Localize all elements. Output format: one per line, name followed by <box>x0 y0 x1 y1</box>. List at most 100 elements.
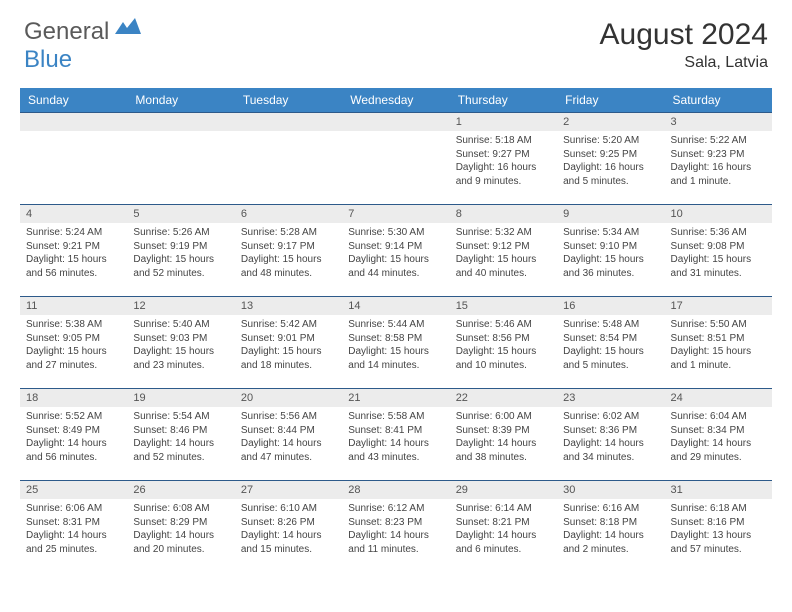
sunset-text: Sunset: 8:46 PM <box>133 424 228 438</box>
title-block: August 2024 Sala, Latvia <box>600 18 768 72</box>
sunrise-text: Sunrise: 6:14 AM <box>456 502 551 516</box>
sunrise-text: Sunrise: 6:00 AM <box>456 410 551 424</box>
day-number: 11 <box>20 297 127 315</box>
daylight-text: Daylight: 14 hours and 47 minutes. <box>241 437 336 464</box>
daylight-text: Daylight: 15 hours and 5 minutes. <box>563 345 658 372</box>
daylight-text: Daylight: 15 hours and 10 minutes. <box>456 345 551 372</box>
calendar-day-cell <box>127 113 234 205</box>
sunset-text: Sunset: 8:54 PM <box>563 332 658 346</box>
calendar-day-cell: 21Sunrise: 5:58 AMSunset: 8:41 PMDayligh… <box>342 389 449 481</box>
sunrise-text: Sunrise: 6:10 AM <box>241 502 336 516</box>
month-title: August 2024 <box>600 18 768 52</box>
calendar-day-cell: 20Sunrise: 5:56 AMSunset: 8:44 PMDayligh… <box>235 389 342 481</box>
sunset-text: Sunset: 8:58 PM <box>348 332 443 346</box>
sunrise-text: Sunrise: 5:18 AM <box>456 134 551 148</box>
day-number <box>127 113 234 131</box>
calendar-day-cell: 2Sunrise: 5:20 AMSunset: 9:25 PMDaylight… <box>557 113 664 205</box>
calendar-day-cell: 10Sunrise: 5:36 AMSunset: 9:08 PMDayligh… <box>665 205 772 297</box>
day-content: Sunrise: 5:38 AMSunset: 9:05 PMDaylight:… <box>20 315 127 378</box>
calendar-table: SundayMondayTuesdayWednesdayThursdayFrid… <box>20 88 772 573</box>
sunrise-text: Sunrise: 5:28 AM <box>241 226 336 240</box>
sunrise-text: Sunrise: 5:40 AM <box>133 318 228 332</box>
day-content: Sunrise: 5:56 AMSunset: 8:44 PMDaylight:… <box>235 407 342 470</box>
calendar-header-row: SundayMondayTuesdayWednesdayThursdayFrid… <box>20 88 772 113</box>
day-number: 26 <box>127 481 234 499</box>
calendar-day-cell: 31Sunrise: 6:18 AMSunset: 8:16 PMDayligh… <box>665 481 772 573</box>
sunrise-text: Sunrise: 5:34 AM <box>563 226 658 240</box>
daylight-text: Daylight: 14 hours and 11 minutes. <box>348 529 443 556</box>
sunrise-text: Sunrise: 6:18 AM <box>671 502 766 516</box>
sunset-text: Sunset: 8:39 PM <box>456 424 551 438</box>
sunrise-text: Sunrise: 5:20 AM <box>563 134 658 148</box>
daylight-text: Daylight: 15 hours and 56 minutes. <box>26 253 121 280</box>
day-content: Sunrise: 5:20 AMSunset: 9:25 PMDaylight:… <box>557 131 664 194</box>
day-content: Sunrise: 5:52 AMSunset: 8:49 PMDaylight:… <box>20 407 127 470</box>
sunset-text: Sunset: 8:21 PM <box>456 516 551 530</box>
daylight-text: Daylight: 15 hours and 23 minutes. <box>133 345 228 372</box>
day-number: 10 <box>665 205 772 223</box>
sunrise-text: Sunrise: 5:26 AM <box>133 226 228 240</box>
day-content: Sunrise: 6:04 AMSunset: 8:34 PMDaylight:… <box>665 407 772 470</box>
weekday-header: Tuesday <box>235 88 342 113</box>
day-number: 4 <box>20 205 127 223</box>
daylight-text: Daylight: 14 hours and 2 minutes. <box>563 529 658 556</box>
day-number: 12 <box>127 297 234 315</box>
day-number: 3 <box>665 113 772 131</box>
calendar-day-cell: 7Sunrise: 5:30 AMSunset: 9:14 PMDaylight… <box>342 205 449 297</box>
day-number: 30 <box>557 481 664 499</box>
daylight-text: Daylight: 16 hours and 9 minutes. <box>456 161 551 188</box>
day-content: Sunrise: 5:40 AMSunset: 9:03 PMDaylight:… <box>127 315 234 378</box>
calendar-day-cell: 9Sunrise: 5:34 AMSunset: 9:10 PMDaylight… <box>557 205 664 297</box>
daylight-text: Daylight: 14 hours and 43 minutes. <box>348 437 443 464</box>
day-number: 9 <box>557 205 664 223</box>
sunrise-text: Sunrise: 6:16 AM <box>563 502 658 516</box>
sunset-text: Sunset: 9:03 PM <box>133 332 228 346</box>
weekday-header: Sunday <box>20 88 127 113</box>
day-content: Sunrise: 6:08 AMSunset: 8:29 PMDaylight:… <box>127 499 234 562</box>
sunset-text: Sunset: 8:23 PM <box>348 516 443 530</box>
day-content: Sunrise: 5:28 AMSunset: 9:17 PMDaylight:… <box>235 223 342 286</box>
sunrise-text: Sunrise: 6:02 AM <box>563 410 658 424</box>
day-number: 27 <box>235 481 342 499</box>
sunrise-text: Sunrise: 5:38 AM <box>26 318 121 332</box>
calendar-day-cell: 28Sunrise: 6:12 AMSunset: 8:23 PMDayligh… <box>342 481 449 573</box>
day-number: 13 <box>235 297 342 315</box>
calendar-day-cell: 30Sunrise: 6:16 AMSunset: 8:18 PMDayligh… <box>557 481 664 573</box>
sunset-text: Sunset: 8:51 PM <box>671 332 766 346</box>
calendar-day-cell: 3Sunrise: 5:22 AMSunset: 9:23 PMDaylight… <box>665 113 772 205</box>
calendar-day-cell: 12Sunrise: 5:40 AMSunset: 9:03 PMDayligh… <box>127 297 234 389</box>
header: General August 2024 Sala, Latvia <box>0 0 792 80</box>
daylight-text: Daylight: 15 hours and 36 minutes. <box>563 253 658 280</box>
day-number: 14 <box>342 297 449 315</box>
sunset-text: Sunset: 9:05 PM <box>26 332 121 346</box>
day-content: Sunrise: 6:12 AMSunset: 8:23 PMDaylight:… <box>342 499 449 562</box>
day-number: 15 <box>450 297 557 315</box>
daylight-text: Daylight: 14 hours and 56 minutes. <box>26 437 121 464</box>
day-content: Sunrise: 5:32 AMSunset: 9:12 PMDaylight:… <box>450 223 557 286</box>
calendar-day-cell: 17Sunrise: 5:50 AMSunset: 8:51 PMDayligh… <box>665 297 772 389</box>
calendar-day-cell: 24Sunrise: 6:04 AMSunset: 8:34 PMDayligh… <box>665 389 772 481</box>
logo: General <box>24 18 143 46</box>
daylight-text: Daylight: 14 hours and 38 minutes. <box>456 437 551 464</box>
day-content: Sunrise: 6:14 AMSunset: 8:21 PMDaylight:… <box>450 499 557 562</box>
sunset-text: Sunset: 8:44 PM <box>241 424 336 438</box>
day-content: Sunrise: 5:44 AMSunset: 8:58 PMDaylight:… <box>342 315 449 378</box>
calendar-week-row: 18Sunrise: 5:52 AMSunset: 8:49 PMDayligh… <box>20 389 772 481</box>
daylight-text: Daylight: 15 hours and 44 minutes. <box>348 253 443 280</box>
daylight-text: Daylight: 15 hours and 18 minutes. <box>241 345 336 372</box>
calendar-day-cell: 25Sunrise: 6:06 AMSunset: 8:31 PMDayligh… <box>20 481 127 573</box>
sunset-text: Sunset: 8:29 PM <box>133 516 228 530</box>
sunrise-text: Sunrise: 5:32 AM <box>456 226 551 240</box>
calendar-day-cell: 8Sunrise: 5:32 AMSunset: 9:12 PMDaylight… <box>450 205 557 297</box>
logo-text-blue: Blue <box>24 46 72 73</box>
day-content: Sunrise: 5:54 AMSunset: 8:46 PMDaylight:… <box>127 407 234 470</box>
sunrise-text: Sunrise: 5:36 AM <box>671 226 766 240</box>
daylight-text: Daylight: 16 hours and 1 minute. <box>671 161 766 188</box>
sunset-text: Sunset: 8:56 PM <box>456 332 551 346</box>
sunset-text: Sunset: 9:08 PM <box>671 240 766 254</box>
daylight-text: Daylight: 14 hours and 34 minutes. <box>563 437 658 464</box>
day-number: 29 <box>450 481 557 499</box>
calendar-day-cell: 16Sunrise: 5:48 AMSunset: 8:54 PMDayligh… <box>557 297 664 389</box>
day-content: Sunrise: 5:26 AMSunset: 9:19 PMDaylight:… <box>127 223 234 286</box>
daylight-text: Daylight: 15 hours and 48 minutes. <box>241 253 336 280</box>
